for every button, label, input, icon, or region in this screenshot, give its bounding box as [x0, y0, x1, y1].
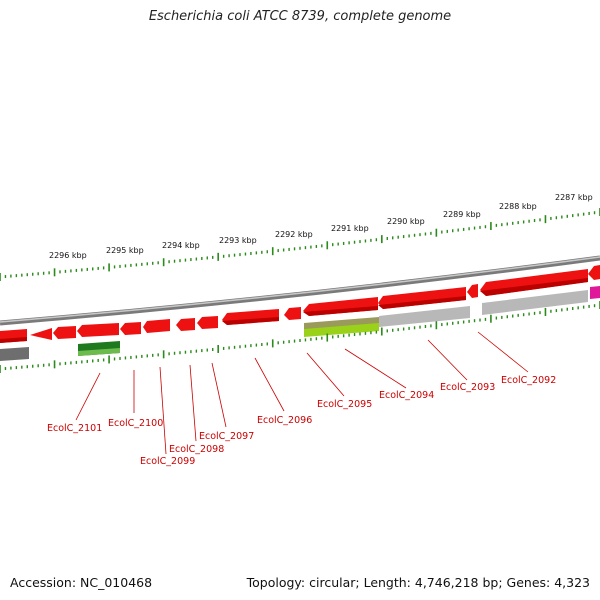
label-leaders	[75, 331, 529, 455]
gene-label[interactable]: EcolC_2093	[440, 382, 495, 393]
forward-strand-genes	[0, 265, 600, 343]
inner-scale-ticks	[0, 301, 600, 373]
reverse-strand-features	[0, 286, 600, 361]
gene-label[interactable]: EcolC_2097	[199, 431, 254, 442]
gene-label[interactable]: EcolC_2094	[379, 390, 434, 401]
pseudogene-bar[interactable]	[482, 290, 588, 315]
gene-arrow[interactable]	[176, 318, 195, 331]
scale-label: 2293 kbp	[219, 236, 257, 245]
gene-label[interactable]: EcolC_2092	[501, 375, 556, 386]
gene-label[interactable]: EcolC_2095	[317, 399, 372, 410]
feature-bar-magenta[interactable]	[590, 286, 600, 299]
pseudogene-bar[interactable]	[379, 306, 470, 327]
gene-label[interactable]: EcolC_2096	[257, 415, 312, 426]
gene-label[interactable]: EcolC_2099	[140, 456, 195, 467]
scale-label: 2291 kbp	[331, 224, 369, 233]
scale-label: 2292 kbp	[275, 230, 313, 239]
scale-label: 2296 kbp	[49, 251, 87, 260]
outer-scale-ticks	[0, 208, 600, 281]
gene-arrow[interactable]	[197, 316, 218, 329]
accession-text: Accession: NC_010468	[10, 575, 153, 590]
gene-label[interactable]: EcolC_2100	[108, 418, 163, 429]
gene-arrow[interactable]	[143, 319, 170, 333]
gene-arrow[interactable]	[588, 265, 600, 280]
gene-label[interactable]: EcolC_2101	[47, 423, 102, 434]
gene-arrow[interactable]	[53, 326, 76, 339]
scale-label: 2290 kbp	[387, 217, 425, 226]
gene-arrow[interactable]	[467, 284, 478, 298]
scale-label: 2294 kbp	[162, 241, 200, 250]
pseudogene-bar-lime[interactable]	[304, 323, 379, 337]
scale-label: 2287 kbp	[555, 193, 593, 202]
gene-arrow[interactable]	[30, 328, 52, 340]
gene-labels: EcolC_2101 EcolC_2100 EcolC_2099 EcolC_2…	[47, 375, 556, 467]
genome-summary-text: Topology: circular; Length: 4,746,218 bp…	[246, 575, 590, 590]
genome-backbone-highlight	[0, 256, 600, 323]
scale-labels: 2296 kbp 2295 kbp 2294 kbp 2293 kbp 2292…	[49, 193, 593, 260]
scale-label: 2288 kbp	[499, 202, 537, 211]
gene-arrow[interactable]	[77, 323, 119, 337]
genome-backbone	[0, 255, 600, 326]
gene-arrow[interactable]	[120, 322, 141, 335]
scale-label: 2295 kbp	[106, 246, 144, 255]
map-title: Escherichia coli ATCC 8739, complete gen…	[148, 9, 452, 24]
gene-label[interactable]: EcolC_2098	[169, 444, 224, 455]
gene-arrow[interactable]	[284, 307, 301, 320]
scale-label: 2289 kbp	[443, 210, 481, 219]
gene-bar-gray[interactable]	[0, 347, 29, 361]
